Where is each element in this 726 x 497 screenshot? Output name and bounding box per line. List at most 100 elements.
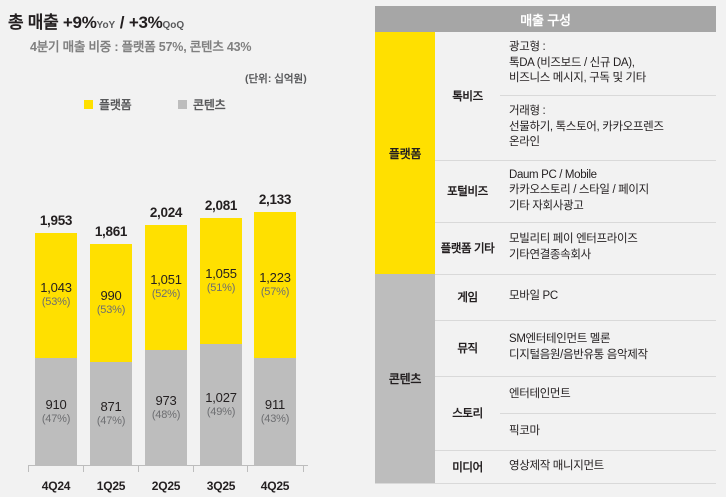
bar-segment-콘텐츠: 911 (43%) — [254, 357, 296, 467]
description-line: 광고형 : — [509, 41, 546, 54]
bar-group-3Q25: 2,081 1,055 (51%) 1,027 (49%) — [200, 198, 242, 467]
description-line: 카카오스토리 / 스타일 / 페이지 — [509, 184, 649, 197]
headline-title: 총 매출 — [8, 13, 59, 32]
segment-percent: (51%) — [206, 281, 236, 294]
table-category-콘텐츠: 콘텐츠 — [375, 274, 435, 483]
bar-segment-콘텐츠: 1,027 (49%) — [200, 343, 242, 467]
legend-item-플랫폼: 플랫폼 — [84, 96, 132, 113]
segment-percent: (49%) — [206, 405, 236, 418]
description-line: 엔터테인먼트 — [509, 387, 571, 400]
description-line: 톡DA (비즈보드 / 신규 DA), — [509, 56, 635, 69]
description-line: 비즈니스 메시지, 구독 및 기타 — [509, 72, 646, 85]
row-divider — [500, 376, 716, 377]
axis-label-2Q25: 2Q25 — [151, 479, 181, 493]
table-subcategory-뮤직: 뮤직 — [435, 320, 500, 376]
headline-yoy-value: +9% — [62, 13, 97, 32]
segment-percent: (53%) — [96, 304, 126, 317]
table-bottom-border — [375, 483, 716, 484]
bar-segment-플랫폼: 990 (53%) — [90, 244, 132, 363]
axis-tick — [28, 466, 29, 472]
table-subcategory-플랫폼 기타: 플랫폼 기타 — [435, 222, 500, 274]
segment-value: 973 — [155, 392, 177, 408]
bar-segment-콘텐츠: 973 (48%) — [145, 350, 187, 466]
bar-segment-콘텐츠: 871 (47%) — [90, 362, 132, 466]
bar-segment-플랫폼: 1,043 (53%) — [35, 233, 77, 358]
table-description: 광고형 : 톡DA (비즈보드 / 신규 DA), 비즈니스 메시지, 구독 및 기… — [500, 32, 716, 95]
description-line: SM엔터테인먼트 멜론 — [509, 333, 611, 346]
description-line: 기타 자회사광고 — [509, 199, 584, 212]
table-description: 엔터테인먼트 — [500, 376, 716, 413]
segment-value: 910 — [45, 396, 67, 412]
headline-qoq-label: QoQ — [162, 20, 185, 31]
bar-group-1Q25: 1,861 990 (53%) 871 (47%) — [90, 224, 132, 466]
description-line: 모바일 PC — [509, 290, 558, 303]
segment-percent: (57%) — [260, 285, 290, 298]
segment-value: 1,223 — [259, 269, 291, 285]
table-description: 영상제작 매니지먼트 — [500, 450, 716, 483]
bar-total-label: 1,953 — [39, 213, 73, 229]
revenue-composition-table: 매출 구성 플랫폼 콘텐츠 톡비즈 포털비즈 플랫폼 기타 게임 뮤직 스토리 미디어 광고형 :… — [375, 6, 716, 484]
segment-value: 1,051 — [150, 272, 182, 288]
bar-total-label: 2,081 — [204, 198, 238, 214]
bar-segment-플랫폼: 1,051 (52%) — [145, 224, 187, 351]
description-line: 온라인 — [509, 136, 540, 149]
row-divider — [500, 450, 716, 451]
table-category-플랫폼: 플랫폼 — [375, 32, 435, 274]
bar-total-label: 1,861 — [94, 224, 128, 240]
description-line: 선물하기, 톡스토어, 카카오프렌즈 — [509, 120, 664, 133]
segment-percent: (47%) — [96, 414, 126, 427]
table-subcategory-포털비즈: 포털비즈 — [435, 160, 500, 222]
unit-note: (단위: 십억원) — [245, 73, 307, 85]
segment-value: 990 — [100, 288, 122, 304]
headline-qoq-value: +3% — [128, 13, 163, 32]
description-line: 기타연결종속회사 — [509, 249, 591, 261]
page-title: 총 매출 +9%YoY / +3%QoQ — [8, 8, 184, 33]
segment-value: 911 — [264, 396, 286, 412]
revenue-chart-panel: 총 매출 +9%YoY / +3%QoQ 4분기 매출 비중 : 플랫폼 57%… — [0, 8, 366, 497]
table-subcategory-스토리: 스토리 — [435, 376, 500, 450]
table-title: 매출 구성 — [375, 6, 716, 32]
description-line: 픽코마 — [509, 424, 540, 437]
stacked-bar-chart: 1,953 1,043 (53%) 910 (47%) 4Q24 1,861 990 (53%)… — [0, 120, 366, 497]
description-line: Daum PC / Mobile — [509, 168, 597, 181]
headline-yoy-label: YoY — [96, 20, 116, 31]
segment-percent: (47%) — [41, 412, 71, 425]
segment-value: 1,043 — [40, 280, 72, 296]
axis-tick — [303, 466, 304, 472]
row-divider — [500, 413, 716, 414]
description-line: 거래형 : — [509, 105, 546, 118]
bar-group-2Q25: 2,024 1,051 (52%) 973 (48%) — [145, 205, 187, 466]
axis-tick — [193, 466, 194, 472]
table-subcategory-미디어: 미디어 — [435, 450, 500, 483]
axis-tick — [138, 466, 139, 472]
row-divider — [500, 95, 716, 96]
row-divider — [500, 160, 716, 161]
segment-percent: (43%) — [260, 412, 290, 425]
axis-label-3Q25: 3Q25 — [206, 479, 236, 493]
axis-label-4Q24: 4Q24 — [41, 479, 71, 493]
bar-segment-플랫폼: 1,223 (57%) — [254, 211, 296, 358]
axis-tick — [247, 466, 248, 472]
row-divider — [500, 274, 716, 275]
table-subcategory-게임: 게임 — [435, 274, 500, 320]
segment-percent: (48%) — [151, 408, 181, 421]
segment-percent: (53%) — [41, 296, 71, 309]
table-subcategory-톡비즈: 톡비즈 — [435, 32, 500, 160]
row-divider — [500, 222, 716, 223]
legend-swatch-icon — [178, 100, 187, 109]
legend-item-콘텐츠: 콘텐츠 — [178, 96, 226, 113]
segment-value: 1,027 — [205, 389, 237, 405]
bar-segment-플랫폼: 1,055 (51%) — [200, 218, 242, 344]
legend-swatch-icon — [84, 100, 93, 109]
legend-label: 콘텐츠 — [193, 98, 226, 112]
axis-label-1Q25: 1Q25 — [96, 479, 126, 493]
table-description: 모바일 PC — [500, 274, 716, 320]
chart-legend: 플랫폼 콘텐츠 — [84, 96, 294, 112]
table-description: 픽코마 — [500, 413, 716, 450]
description-line: 모빌리티 페이 엔터프라이즈 — [509, 233, 638, 246]
description-line: 디지털음원/음반유통 음악제작 — [509, 349, 648, 361]
